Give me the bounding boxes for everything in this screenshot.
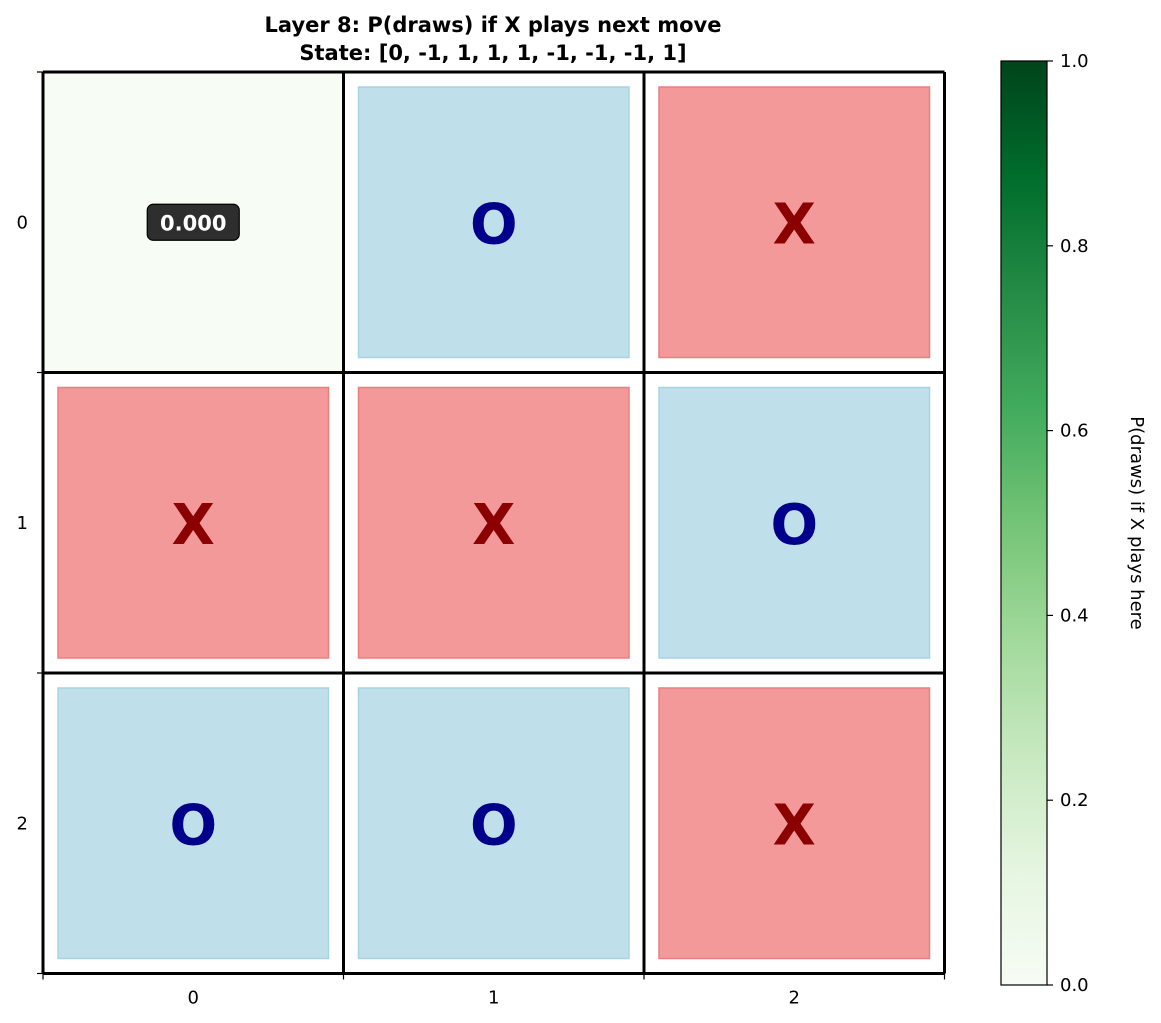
o-mark: O bbox=[470, 793, 518, 858]
colorbar-ticks: 0.0 0.2 0.4 0.6 0.8 1.0 bbox=[1047, 51, 1089, 996]
cell-r0-c1: O bbox=[357, 86, 630, 359]
x-tick-label: 0 bbox=[188, 988, 199, 1009]
cell-r0-c0: 0.000 bbox=[43, 72, 344, 373]
x-piece-fill bbox=[658, 687, 931, 960]
x-mark: X bbox=[172, 493, 215, 558]
colorbar: 0.0 0.2 0.4 0.6 0.8 1.0 P(draws) if X plays h… bbox=[1000, 51, 1147, 996]
cell-r1-c2: O bbox=[658, 386, 931, 659]
colorbar-tick-label: 0.4 bbox=[1060, 605, 1089, 626]
axis-ticks: 0 1 2 0 1 2 bbox=[17, 71, 946, 1009]
colorbar-label: P(draws) if X plays here bbox=[1126, 416, 1147, 629]
chart-title: Layer 8: P(draws) if X plays next move bbox=[265, 13, 722, 37]
chart-subtitle: State: [0, -1, 1, 1, 1, -1, -1, -1, 1] bbox=[299, 41, 686, 65]
colorbar-tick-label: 0.2 bbox=[1060, 790, 1089, 811]
colorbar-tick-label: 0.8 bbox=[1060, 236, 1089, 257]
cell-r0-c2: X bbox=[658, 86, 931, 359]
cell-r1-c0: X bbox=[57, 386, 330, 659]
o-piece-fill bbox=[57, 687, 330, 960]
o-piece-fill bbox=[658, 386, 931, 659]
x-piece-fill bbox=[658, 86, 931, 359]
y-tick-label: 1 bbox=[17, 513, 28, 534]
colorbar-tick-label: 0.6 bbox=[1060, 421, 1089, 442]
colorbar-tick-label: 1.0 bbox=[1060, 51, 1089, 72]
value-label-box bbox=[146, 203, 240, 241]
x-mark: X bbox=[773, 793, 816, 858]
o-piece-fill bbox=[357, 86, 630, 359]
y-tick-label: 2 bbox=[17, 813, 28, 834]
o-mark: O bbox=[169, 793, 217, 858]
cell-r2-c0: O bbox=[57, 687, 330, 960]
colorbar-tick-label: 0.0 bbox=[1060, 975, 1089, 996]
y-tick-label: 0 bbox=[17, 212, 28, 233]
cell-r2-c2: X bbox=[658, 687, 931, 960]
o-mark: O bbox=[470, 192, 518, 257]
x-piece-fill bbox=[357, 386, 630, 659]
x-tick-label: 1 bbox=[488, 988, 499, 1009]
x-mark: X bbox=[472, 493, 515, 558]
x-mark: X bbox=[773, 192, 816, 257]
board-grid: 0.000 O X X X O O O X bbox=[41, 70, 946, 975]
o-piece-fill bbox=[357, 687, 630, 960]
colorbar-gradient bbox=[1000, 60, 1048, 986]
x-piece-fill bbox=[57, 386, 330, 659]
o-mark: O bbox=[770, 493, 818, 558]
value-label: 0.000 bbox=[160, 211, 226, 235]
x-tick-label: 2 bbox=[789, 988, 800, 1009]
cell-r2-c1: O bbox=[357, 687, 630, 960]
cell-r1-c1: X bbox=[357, 386, 630, 659]
